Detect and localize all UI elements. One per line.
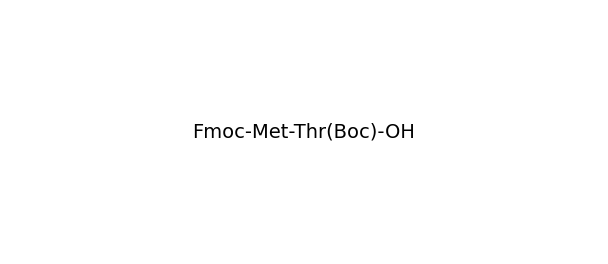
Text: Fmoc-Met-Thr(Boc)-OH: Fmoc-Met-Thr(Boc)-OH	[193, 122, 415, 142]
